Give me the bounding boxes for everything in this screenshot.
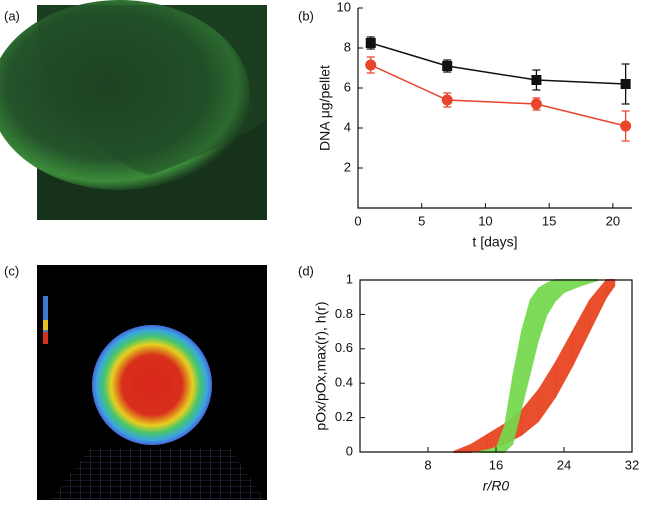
x-tick-label: 5 [418, 213, 425, 228]
scatter-band [546, 278, 556, 317]
y-tick-label: 0.2 [335, 409, 353, 424]
x-tick-label: 20 [606, 213, 620, 228]
panel-label: (b) [298, 8, 314, 23]
x-tick-label: 0 [354, 213, 361, 228]
y-tick-label: 0.8 [335, 306, 353, 321]
panel-label: (d) [298, 263, 314, 278]
marker [442, 61, 453, 71]
x-tick-label: 10 [478, 213, 492, 228]
y-tick-label: 6 [344, 79, 351, 94]
marker [620, 79, 631, 89]
scatter-band [589, 278, 607, 333]
marker [365, 38, 376, 48]
scatter-band [555, 278, 565, 303]
x-tick-label: 24 [557, 457, 571, 472]
panel-label: (c) [4, 263, 19, 278]
x-tick-label: 16 [489, 457, 503, 472]
y-tick-label: 0.4 [335, 375, 353, 390]
marker [441, 94, 453, 106]
data-line [370, 42, 626, 85]
y-tick-label: 4 [344, 119, 351, 134]
scatter-band [504, 373, 514, 454]
x-tick-label: 8 [424, 457, 431, 472]
y-axis-label: pOx/pOx,max(r), h(r) [313, 301, 329, 430]
y-tick-label: 2 [344, 159, 351, 174]
scatter-band [606, 278, 616, 299]
scatter-band [563, 278, 582, 294]
scatter-band [580, 278, 599, 287]
y-tick-label: 0.6 [335, 340, 353, 355]
x-axis-label: t [days] [472, 234, 517, 250]
scatter-band [529, 287, 539, 376]
x-axis-label: r/R0 [483, 478, 510, 494]
data-line [370, 64, 626, 127]
simulation-render [37, 265, 267, 500]
scatter-band [538, 282, 548, 342]
x-tick-label: 32 [625, 457, 639, 472]
scatter-band [521, 299, 531, 410]
marker [530, 98, 542, 110]
y-tick-label: 8 [344, 39, 351, 54]
y-tick-label: 10 [337, 0, 351, 14]
scatter-band [572, 299, 590, 367]
marker [620, 120, 632, 132]
microscopy-image [0, 0, 267, 220]
y-axis-label: DNA μg/pellet [317, 65, 333, 151]
marker [531, 75, 542, 85]
scatter-band [538, 360, 556, 423]
y-tick-label: 0 [346, 443, 353, 458]
axis [357, 8, 632, 209]
x-tick-label: 15 [542, 213, 556, 228]
panel-label: (a) [4, 8, 20, 23]
marker [365, 59, 377, 71]
scatter-band [555, 330, 573, 398]
y-tick-label: 1 [346, 271, 353, 286]
